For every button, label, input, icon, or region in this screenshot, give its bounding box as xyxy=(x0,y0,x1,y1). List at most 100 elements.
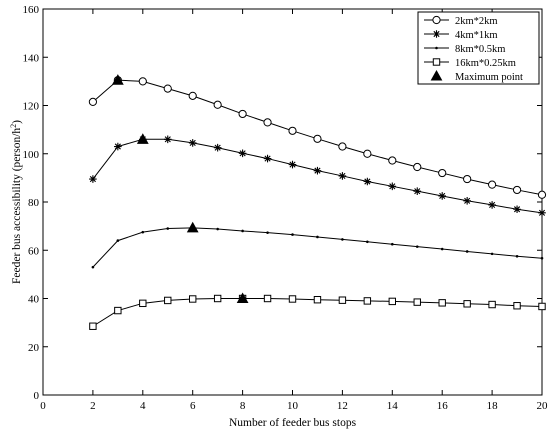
legend-marker xyxy=(435,46,438,50)
maximum-points-layer xyxy=(111,74,249,304)
y-tick-label: 80 xyxy=(28,197,40,209)
data-point xyxy=(388,182,397,191)
legend-label: Maximum point xyxy=(455,72,523,83)
data-point xyxy=(288,160,297,169)
data-point xyxy=(91,265,95,269)
data-point xyxy=(313,296,322,304)
data-point xyxy=(313,166,322,175)
data-point xyxy=(463,196,471,205)
data-point xyxy=(188,91,197,100)
legend-marker xyxy=(432,30,441,38)
series-line xyxy=(92,227,543,268)
data-point xyxy=(313,134,322,143)
data-point xyxy=(316,235,319,239)
data-point xyxy=(338,172,347,180)
data-point xyxy=(413,162,422,172)
data-point xyxy=(413,298,421,306)
data-point xyxy=(538,302,546,311)
legend-label: 16km*0.25km xyxy=(455,58,516,69)
x-tick-label: 2 xyxy=(90,400,96,412)
legend-item: 16km*0.25km xyxy=(424,58,516,69)
data-point xyxy=(440,247,444,251)
data-point xyxy=(413,187,422,195)
data-point xyxy=(263,118,272,127)
data-point xyxy=(163,135,172,144)
data-point xyxy=(114,142,122,151)
x-axis-label: Number of feeder bus stops xyxy=(229,417,357,429)
data-point xyxy=(363,149,372,158)
data-point xyxy=(537,190,547,199)
legend-marker xyxy=(432,15,441,25)
x-tick-label: 16 xyxy=(437,400,449,412)
y-axis-label-main: Feeder bus accessibility (person/h xyxy=(11,128,23,284)
legend-item: Maximum point xyxy=(430,69,523,83)
series-2km*2km xyxy=(88,76,547,199)
data-point xyxy=(188,139,197,147)
x-tick-label: 4 xyxy=(140,400,146,412)
legend-item: 2km*2km xyxy=(424,15,498,27)
series-4km*1km xyxy=(89,135,546,217)
data-point xyxy=(288,126,297,135)
data-point xyxy=(438,299,446,307)
y-tick-label: 140 xyxy=(23,52,40,64)
data-point xyxy=(388,156,397,165)
legend-label: 2km*2km xyxy=(455,16,498,27)
series-8km*0.5km xyxy=(91,226,544,269)
data-point xyxy=(438,192,446,200)
x-tick-label: 12 xyxy=(337,400,348,412)
data-point xyxy=(241,229,244,233)
data-point xyxy=(213,294,222,303)
data-point xyxy=(366,240,369,244)
data-point xyxy=(515,254,519,258)
legend-marker xyxy=(432,58,441,66)
axis-ticks: 0 2 4 6 8 10 12 14 16 18 20 0 20 40 60 80 100 120 140 160 xyxy=(23,4,549,412)
legend: 2km*2km 4km*1km 8km*0.5km 16km*0.25km Maximu… xyxy=(417,11,540,85)
data-point xyxy=(116,239,120,242)
data-point xyxy=(89,175,97,183)
y-tick-label: 20 xyxy=(28,342,40,354)
legend-marker xyxy=(430,69,443,81)
y-axis-label: Feeder bus accessibility (person/h2) xyxy=(9,120,23,284)
data-point xyxy=(88,97,98,106)
legend-item: 4km*1km xyxy=(424,30,498,41)
data-point xyxy=(341,238,344,241)
data-point xyxy=(363,297,372,305)
maximum-point xyxy=(236,292,249,304)
data-point xyxy=(538,209,546,217)
data-point xyxy=(338,142,347,151)
data-point xyxy=(213,143,222,152)
data-point xyxy=(490,252,494,256)
data-point xyxy=(488,300,496,309)
y-tick-label: 120 xyxy=(23,101,40,113)
data-point xyxy=(438,168,447,178)
data-point xyxy=(463,174,472,184)
data-point xyxy=(363,177,372,186)
data-point xyxy=(540,256,544,260)
y-tick-label: 40 xyxy=(28,294,40,306)
data-point xyxy=(164,296,172,305)
data-point xyxy=(512,185,522,195)
series-layer xyxy=(88,76,547,330)
data-point xyxy=(463,300,471,308)
y-tick-label: 60 xyxy=(28,245,40,257)
data-point xyxy=(263,154,272,163)
data-point xyxy=(415,245,419,248)
data-point xyxy=(391,242,394,246)
data-point xyxy=(513,302,521,310)
y-axis-label-sup: 2 xyxy=(9,124,18,128)
y-axis-label-tail: ) xyxy=(11,120,23,124)
x-tick-label: 0 xyxy=(40,400,46,412)
series-16km*0.25km xyxy=(89,294,546,330)
data-point xyxy=(139,299,147,308)
legend-label: 8km*0.5km xyxy=(455,44,505,55)
data-point xyxy=(89,322,97,330)
data-point xyxy=(163,84,172,93)
series-line xyxy=(92,138,543,214)
x-tick-label: 20 xyxy=(537,400,549,412)
legend-label: 4km*1km xyxy=(455,30,498,41)
x-tick-label: 8 xyxy=(240,400,246,412)
y-tick-label: 100 xyxy=(23,149,40,161)
x-tick-label: 14 xyxy=(387,400,399,412)
